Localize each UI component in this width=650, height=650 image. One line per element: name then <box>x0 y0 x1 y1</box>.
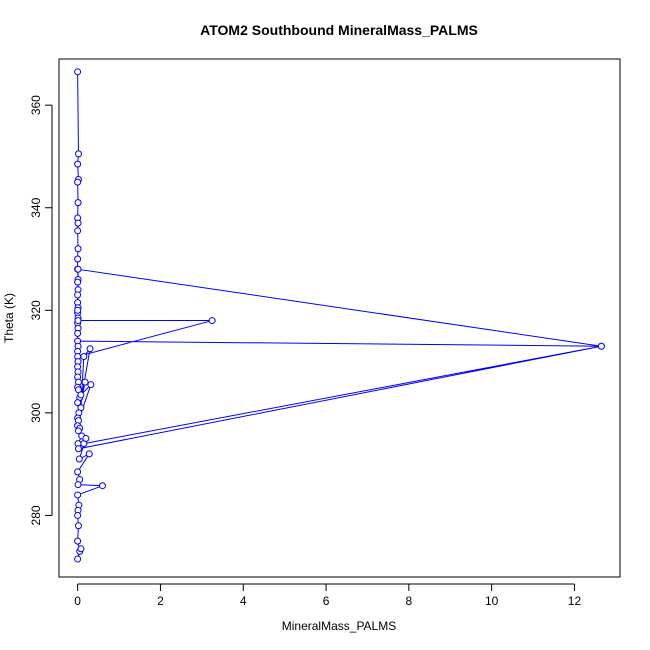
y-axis-label: Theta (K) <box>2 293 16 343</box>
data-point <box>85 450 93 458</box>
series-layer <box>74 68 605 563</box>
data-point <box>74 178 82 186</box>
data-point <box>74 491 82 499</box>
data-point <box>77 391 85 399</box>
data-point <box>81 378 89 386</box>
data-point <box>74 265 82 273</box>
data-point <box>74 317 82 325</box>
y-tick-label: 360 <box>29 95 43 115</box>
data-point <box>74 427 82 435</box>
x-tick-label: 10 <box>485 594 499 608</box>
x-tick-label: 6 <box>323 594 330 608</box>
data-point <box>74 255 82 263</box>
data-point <box>87 381 95 389</box>
data-point <box>82 435 90 443</box>
data-point <box>74 329 82 337</box>
data-point <box>80 352 88 360</box>
x-tick-label: 8 <box>406 594 413 608</box>
data-point <box>98 482 106 490</box>
data-point <box>74 199 82 207</box>
data-point <box>77 545 85 553</box>
chart-title: ATOM2 Southbound MineralMass_PALMS <box>200 22 478 38</box>
x-tick-label: 4 <box>240 594 247 608</box>
data-point <box>74 445 82 453</box>
data-point <box>74 291 82 299</box>
data-point <box>74 160 82 168</box>
y-tick-label: 320 <box>29 300 43 320</box>
x-tick-label: 0 <box>74 594 81 608</box>
data-point <box>74 278 82 286</box>
data-point <box>75 455 83 463</box>
data-point <box>74 245 82 253</box>
data-point <box>74 511 82 519</box>
y-axis: 280 300 320 340 360 <box>29 95 53 525</box>
data-point <box>86 345 94 353</box>
data-point <box>74 399 82 407</box>
data-point <box>74 522 82 530</box>
data-point <box>74 537 82 545</box>
data-point <box>208 317 216 325</box>
data-point <box>74 68 82 76</box>
data-point <box>74 150 82 158</box>
data-point <box>74 481 82 489</box>
y-tick-label: 280 <box>29 505 43 525</box>
data-point <box>74 219 82 227</box>
data-point <box>74 227 82 235</box>
data-point <box>74 306 82 314</box>
data-point <box>74 555 82 563</box>
x-axis-label: MineralMass_PALMS <box>282 619 396 633</box>
plot-frame <box>58 58 621 578</box>
x-tick-label: 12 <box>568 594 582 608</box>
data-point <box>597 342 605 350</box>
series-line <box>77 71 602 560</box>
y-tick-label: 340 <box>29 197 43 217</box>
x-axis: 0 2 4 6 8 10 12 <box>74 583 582 608</box>
data-point <box>74 468 82 476</box>
y-tick-label: 300 <box>29 403 43 423</box>
x-tick-label: 2 <box>157 594 164 608</box>
